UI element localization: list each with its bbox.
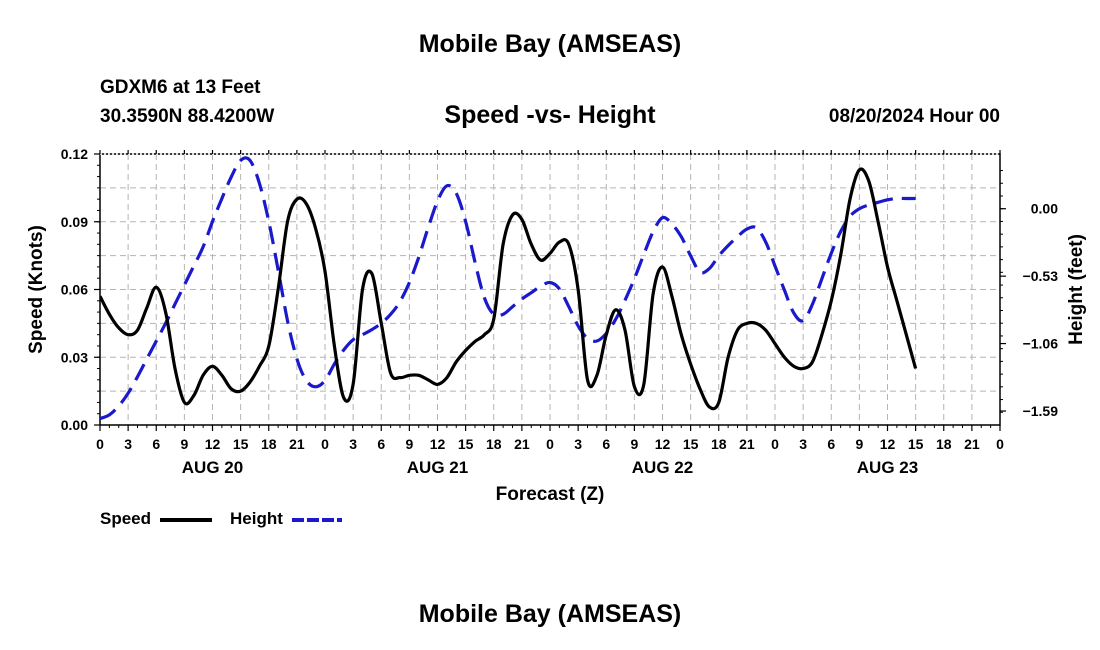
- day-label: AUG 20: [182, 458, 243, 477]
- x-tick-label: 15: [908, 436, 924, 452]
- x-tick-label: 21: [739, 436, 755, 452]
- x-tick-label: 0: [321, 436, 329, 452]
- forecast-datetime: 08/20/2024 Hour 00: [828, 106, 1000, 127]
- x-tick-label: 3: [349, 436, 357, 452]
- y2-axis-label: Height (feet): [1066, 234, 1087, 345]
- x-tick-label: 6: [827, 436, 835, 452]
- x-tick-label: 18: [936, 436, 952, 452]
- x-tick-label: 0: [771, 436, 779, 452]
- legend-height-label: Height: [230, 509, 283, 528]
- chart-subtitle: Speed -vs- Height: [444, 101, 656, 129]
- x-tick-label: 15: [683, 436, 699, 452]
- x-tick-label: 6: [602, 436, 610, 452]
- y-tick-label: 0.03: [61, 349, 88, 365]
- y2-tick-label: −0.53: [1023, 268, 1059, 284]
- x-tick-label: 15: [233, 436, 249, 452]
- x-tick-label: 0: [546, 436, 554, 452]
- day-label: AUG 23: [857, 458, 918, 477]
- x-tick-label: 12: [655, 436, 671, 452]
- x-tick-label: 3: [124, 436, 132, 452]
- x-tick-label: 21: [964, 436, 980, 452]
- legend-speed-label: Speed: [100, 509, 152, 528]
- height-series-line: [100, 156, 916, 421]
- y-tick-label: 0.06: [61, 282, 88, 298]
- chart-title: Mobile Bay (AMSEAS): [418, 30, 682, 58]
- speed-series-line: [100, 167, 918, 411]
- x-tick-label: 3: [799, 436, 807, 452]
- x-axis-label: Forecast (Z): [496, 484, 605, 505]
- day-label: AUG 21: [407, 458, 468, 477]
- y-tick-label: 0.00: [61, 417, 88, 433]
- x-tick-label: 15: [458, 436, 474, 452]
- x-tick-label: 3: [574, 436, 582, 452]
- x-tick-label: 9: [180, 436, 188, 452]
- y2-tick-label: 0.00: [1031, 201, 1058, 217]
- day-label: AUG 22: [632, 458, 693, 477]
- y-tick-label: 0.09: [61, 214, 88, 230]
- x-tick-label: 21: [289, 436, 305, 452]
- y2-tick-label: −1.06: [1023, 336, 1059, 352]
- station-label: GDXM6 at 13 Feet: [100, 77, 261, 98]
- chart-title-repeat: Mobile Bay (AMSEAS): [418, 600, 682, 628]
- x-tick-label: 18: [711, 436, 727, 452]
- x-tick-label: 18: [486, 436, 502, 452]
- x-tick-label: 12: [880, 436, 896, 452]
- x-tick-label: 12: [205, 436, 221, 452]
- x-tick-label: 9: [630, 436, 638, 452]
- x-tick-label: 12: [430, 436, 446, 452]
- x-tick-label: 21: [514, 436, 530, 452]
- y-axis-label: Speed (Knots): [26, 225, 47, 354]
- station-coordinates: 30.3590N 88.4200W: [100, 106, 275, 127]
- y-tick-label: 0.12: [61, 146, 88, 162]
- x-tick-label: 6: [377, 436, 385, 452]
- x-tick-label: 6: [152, 436, 160, 452]
- x-tick-label: 9: [405, 436, 413, 452]
- x-tick-label: 0: [996, 436, 1004, 452]
- x-tick-label: 18: [261, 436, 277, 452]
- y2-tick-label: −1.59: [1023, 403, 1059, 419]
- x-tick-label: 9: [855, 436, 863, 452]
- x-tick-label: 0: [96, 436, 104, 452]
